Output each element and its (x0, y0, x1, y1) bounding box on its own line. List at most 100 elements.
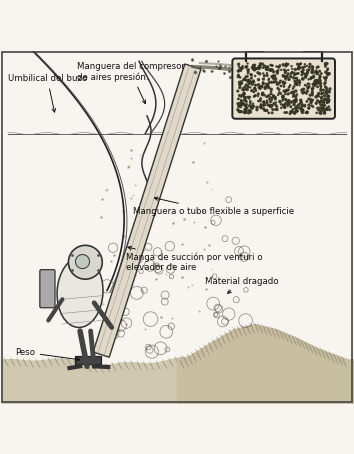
Point (281, 73, 286, 80)
Point (276, 64, 282, 71)
Point (320, 104, 326, 111)
Point (310, 74, 315, 81)
Point (243, 94, 249, 101)
Point (314, 80, 319, 88)
Point (250, 100, 256, 107)
Point (266, 75, 272, 83)
Point (244, 81, 249, 89)
Point (251, 78, 257, 85)
Point (286, 101, 292, 108)
Point (294, 80, 300, 87)
Text: Manguera del compresor
de aires presión.: Manguera del compresor de aires presión. (76, 62, 184, 104)
Point (291, 71, 297, 79)
Point (280, 93, 286, 100)
Point (318, 73, 323, 80)
Point (324, 87, 329, 94)
Point (261, 105, 267, 113)
Point (272, 72, 278, 79)
Point (261, 70, 266, 77)
Point (280, 72, 286, 79)
Point (242, 106, 248, 113)
Point (318, 87, 324, 94)
Point (293, 108, 299, 115)
Point (268, 86, 274, 93)
Point (298, 99, 304, 106)
Point (251, 64, 257, 71)
Point (276, 86, 282, 93)
Point (282, 109, 287, 116)
Point (289, 89, 294, 96)
Point (324, 89, 330, 97)
Point (270, 92, 276, 99)
Point (309, 68, 315, 75)
Point (242, 83, 248, 90)
Point (275, 67, 281, 74)
Point (241, 91, 247, 98)
Point (317, 75, 322, 82)
Point (250, 80, 255, 88)
Point (302, 89, 307, 96)
Point (322, 96, 328, 104)
Point (237, 84, 242, 91)
Point (324, 99, 330, 106)
Point (263, 107, 268, 114)
Point (285, 90, 291, 98)
Point (235, 106, 241, 114)
Point (327, 106, 332, 114)
Point (301, 89, 306, 96)
Point (304, 90, 309, 97)
Point (304, 69, 310, 77)
Point (286, 98, 292, 105)
Point (236, 108, 242, 115)
Point (239, 80, 244, 88)
Point (299, 86, 305, 94)
Point (318, 83, 324, 90)
Point (322, 106, 328, 114)
Point (314, 69, 320, 76)
Point (284, 87, 289, 94)
Point (269, 102, 275, 109)
Point (261, 98, 267, 105)
Point (324, 74, 329, 81)
Point (238, 96, 244, 104)
Point (240, 84, 246, 92)
Point (243, 96, 249, 103)
Point (257, 63, 262, 70)
Point (319, 95, 324, 103)
Point (235, 71, 241, 79)
Point (294, 74, 300, 82)
Point (271, 79, 277, 86)
Point (250, 64, 255, 71)
Point (266, 109, 272, 117)
Point (310, 85, 316, 93)
Point (314, 64, 320, 71)
Point (293, 70, 298, 78)
Point (289, 99, 294, 106)
Point (303, 82, 309, 89)
Point (277, 98, 282, 105)
Point (269, 62, 274, 69)
Point (302, 89, 308, 96)
Point (322, 109, 327, 117)
Point (270, 62, 275, 69)
Point (315, 104, 321, 112)
Point (274, 63, 279, 70)
Point (257, 97, 263, 104)
Point (244, 104, 250, 111)
Point (299, 102, 305, 109)
Point (305, 84, 311, 92)
Point (277, 62, 283, 69)
Point (270, 75, 276, 83)
Ellipse shape (57, 257, 103, 327)
Point (253, 87, 259, 94)
Point (278, 83, 284, 90)
Point (292, 97, 298, 104)
Point (307, 80, 312, 88)
Point (311, 68, 316, 75)
Point (299, 75, 305, 82)
Point (256, 90, 261, 98)
Point (307, 64, 313, 71)
Point (238, 101, 244, 109)
Point (282, 69, 288, 76)
Point (267, 101, 273, 109)
